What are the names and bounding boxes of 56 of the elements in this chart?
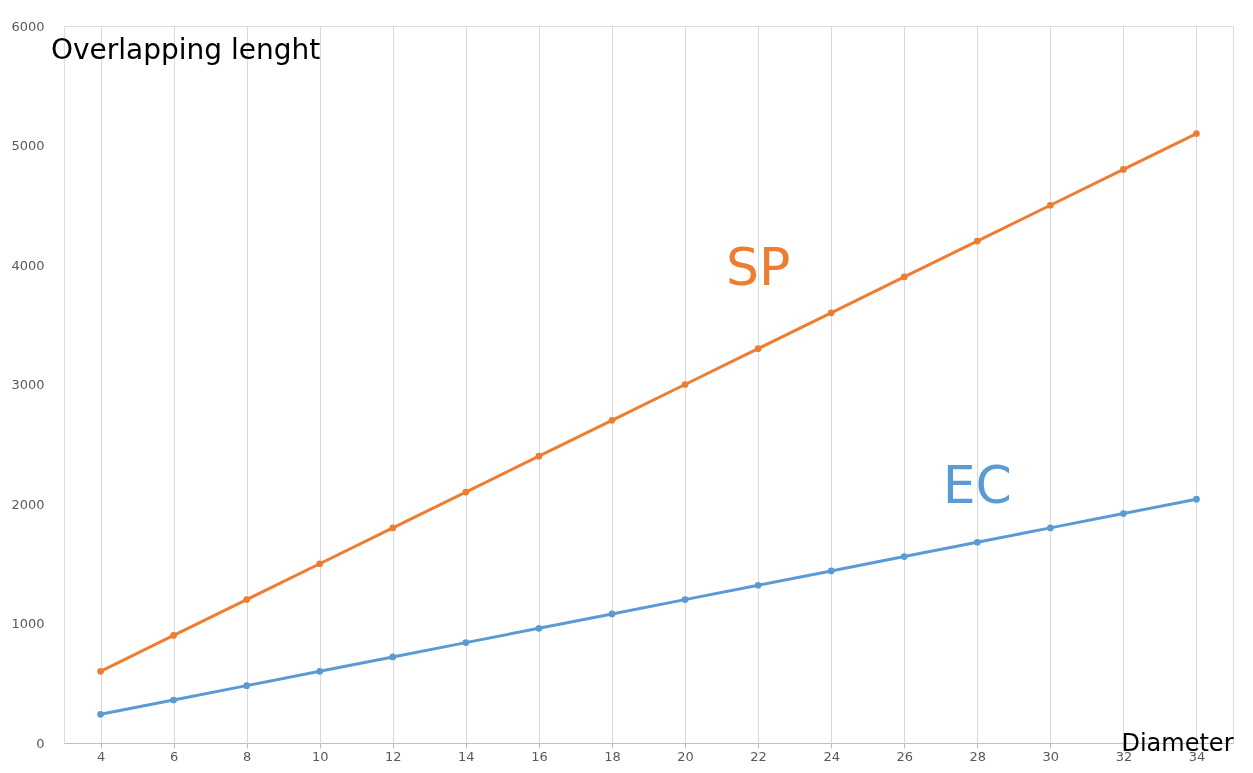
point bbox=[1046, 201, 1054, 209]
point bbox=[243, 596, 251, 603]
point bbox=[316, 560, 324, 568]
point bbox=[1120, 166, 1127, 173]
y-tick-label: 2000 bbox=[11, 496, 45, 512]
x-tick-label: 20 bbox=[677, 748, 694, 764]
x-tick-label: 10 bbox=[311, 748, 329, 764]
x-tick-label: 14 bbox=[458, 748, 475, 764]
point bbox=[1046, 524, 1054, 532]
point bbox=[462, 639, 470, 646]
x-tick-label: 16 bbox=[531, 748, 548, 764]
x-tick-label: 26 bbox=[896, 748, 913, 764]
point bbox=[827, 567, 835, 575]
x-tick-label: 24 bbox=[823, 748, 840, 764]
x-tick-label: 4 bbox=[96, 748, 106, 764]
y-tick-label: 5000 bbox=[11, 138, 45, 153]
point bbox=[608, 417, 616, 424]
point bbox=[170, 632, 177, 639]
x-tick-label: 30 bbox=[1042, 748, 1060, 764]
x-tick-label: 18 bbox=[604, 748, 621, 764]
point bbox=[389, 524, 397, 532]
y-tick-label: 4000 bbox=[11, 257, 45, 273]
point bbox=[681, 596, 689, 603]
x-tick-label: 8 bbox=[243, 748, 252, 764]
x-tick-label: 22 bbox=[750, 748, 767, 764]
series-label: EC bbox=[942, 455, 1012, 516]
point bbox=[900, 273, 908, 281]
point bbox=[170, 696, 177, 704]
chart-title: Overlapping lenght bbox=[50, 33, 321, 66]
point bbox=[316, 667, 324, 675]
point bbox=[1193, 495, 1200, 503]
x-tick-label: 6 bbox=[169, 748, 179, 764]
point bbox=[681, 381, 689, 388]
point bbox=[827, 309, 835, 317]
point bbox=[97, 667, 104, 675]
point bbox=[900, 553, 908, 560]
point bbox=[97, 710, 104, 718]
y-tick-label: 3000 bbox=[11, 377, 45, 392]
point bbox=[608, 610, 616, 618]
y-tick-label: 1000 bbox=[11, 616, 45, 631]
point bbox=[1120, 510, 1127, 517]
point bbox=[973, 538, 981, 546]
point bbox=[754, 581, 762, 589]
point bbox=[389, 653, 397, 661]
point bbox=[1193, 130, 1200, 137]
point bbox=[535, 624, 543, 632]
point bbox=[243, 682, 251, 689]
y-tick-label: 6000 bbox=[11, 18, 45, 34]
x-tick-label: 28 bbox=[969, 748, 987, 764]
point bbox=[462, 488, 470, 496]
point bbox=[754, 345, 762, 352]
series-label: SP bbox=[725, 236, 791, 297]
y-tick-label: 0 bbox=[36, 735, 45, 751]
point bbox=[973, 237, 981, 245]
x-tick-label: 12 bbox=[385, 748, 402, 764]
point bbox=[535, 452, 543, 460]
